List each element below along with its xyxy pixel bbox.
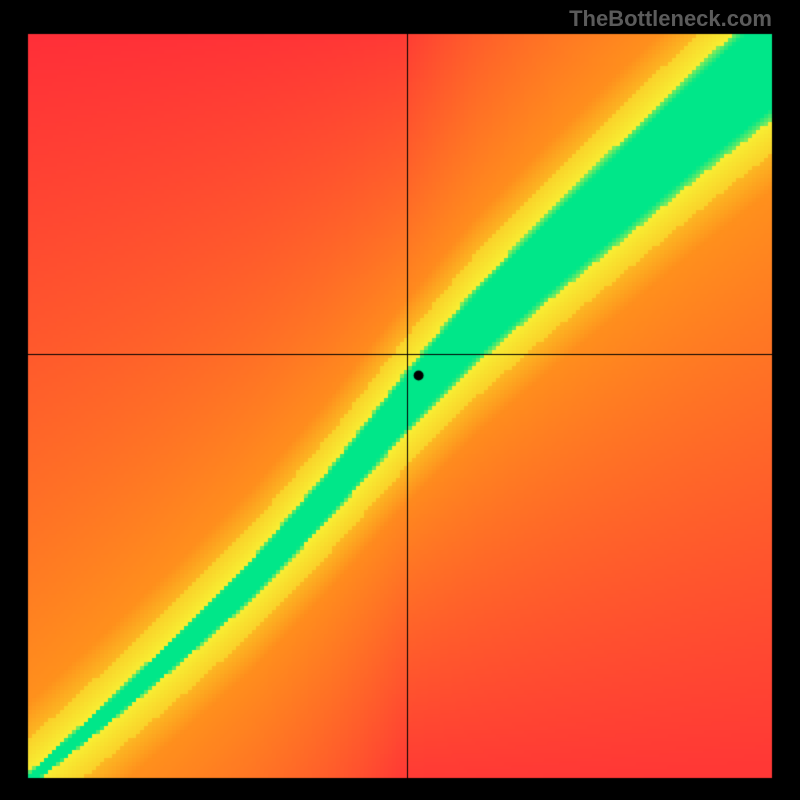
bottleneck-heatmap — [0, 0, 800, 800]
attribution-text: TheBottleneck.com — [569, 6, 772, 32]
chart-container: { "attribution": { "text": "TheBottlenec… — [0, 0, 800, 800]
